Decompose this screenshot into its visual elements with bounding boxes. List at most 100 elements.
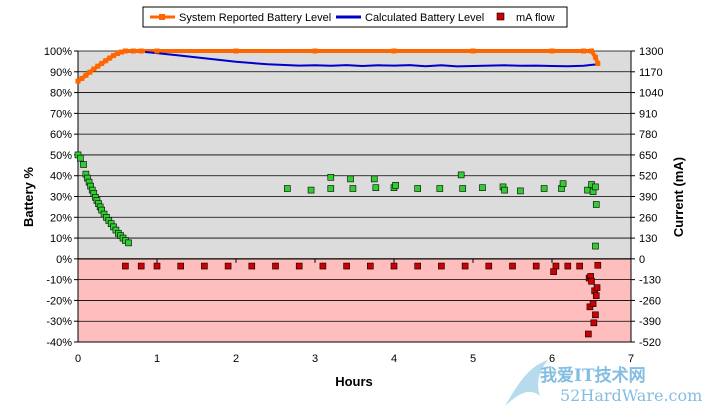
y2-tick-label: -390 — [639, 316, 661, 328]
y-tick-label: 0% — [56, 254, 72, 266]
series-point-flow — [366, 262, 374, 270]
series-point-flow — [370, 175, 378, 183]
series-point-reported — [549, 48, 555, 54]
series-point-flow — [590, 319, 598, 327]
y-tick-label: -40% — [46, 337, 72, 349]
series-point-flow — [585, 330, 592, 338]
series-point-flow — [438, 262, 445, 270]
x-tick-label: 3 — [312, 353, 318, 365]
x-tick-label: 2 — [233, 353, 239, 365]
y-tick-label: 70% — [50, 108, 72, 120]
legend-marker-flow — [496, 12, 505, 21]
y2-tick-label: 910 — [639, 108, 657, 120]
series-point-flow — [295, 262, 303, 270]
series-point-reported — [470, 48, 476, 54]
series-point-reported — [95, 63, 101, 69]
series-point-reported — [115, 50, 120, 56]
series-point-flow — [80, 161, 87, 168]
series-point-reported — [79, 75, 85, 81]
series-point-flow — [201, 262, 208, 270]
x-tick-label: 0 — [75, 353, 81, 365]
x-tick-label: 7 — [628, 353, 634, 365]
series-point-reported — [130, 48, 136, 54]
series-point-reported — [592, 54, 598, 60]
series-point-flow — [550, 268, 557, 275]
series-point-flow — [327, 174, 335, 181]
series-point-reported — [154, 48, 160, 54]
series-point-flow — [349, 185, 357, 192]
x-tick-label: 1 — [154, 353, 160, 365]
y-tick-label: -20% — [46, 295, 72, 307]
y2-tick-label: 0 — [639, 254, 645, 266]
y-tick-label: 60% — [50, 129, 72, 141]
x-tick-label: 6 — [549, 353, 555, 365]
series-point-reported — [122, 48, 128, 54]
series-point-flow — [390, 262, 398, 270]
series-line-calculated — [145, 51, 596, 68]
series-point-flow — [459, 185, 467, 192]
series-point-flow — [77, 154, 84, 162]
series-point-flow — [392, 182, 399, 189]
series-point-flow — [414, 262, 422, 270]
series-point-reported — [312, 48, 318, 54]
legend-marker-reported — [159, 14, 165, 20]
series-point-flow — [592, 183, 599, 191]
series — [74, 48, 602, 338]
y-tick-label: 10% — [50, 233, 72, 245]
x-axis-title: Hours — [335, 374, 373, 389]
y-tick-label: 90% — [50, 67, 72, 79]
series-point-flow — [272, 262, 279, 270]
series-point-reported — [118, 49, 124, 55]
y2-tick-label: 1300 — [639, 46, 663, 58]
series-point-flow — [307, 186, 315, 194]
series-point-flow — [248, 262, 256, 270]
series-point-flow — [593, 284, 601, 291]
watermark-wing-icon — [505, 360, 548, 406]
series-point-reported — [595, 60, 601, 66]
y-tick-label: 50% — [50, 150, 72, 162]
series-point-flow — [347, 175, 354, 183]
y2-tick-label: -520 — [639, 337, 661, 349]
y-tick-label: 40% — [50, 171, 72, 183]
legend-label-reported: System Reported Battery Level — [179, 12, 331, 24]
series-point-flow — [509, 262, 516, 270]
series-point-flow — [461, 262, 469, 270]
series-point-flow — [589, 300, 597, 307]
y2-tick-label: 1170 — [639, 67, 663, 79]
series-point-flow — [125, 239, 132, 247]
y2-tick-label: 780 — [639, 129, 657, 141]
x-tick-label: 4 — [391, 353, 397, 365]
legend-label-calculated: Calculated Battery Level — [365, 12, 484, 24]
y-tick-label: -10% — [46, 275, 72, 287]
series-point-flow — [485, 262, 493, 270]
y2-tick-label: 1040 — [639, 88, 663, 100]
series-point-reported — [107, 55, 113, 61]
series-point-flow — [564, 262, 572, 270]
series-point-flow — [479, 184, 486, 192]
series-point-flow — [592, 311, 599, 319]
series-point-flow — [284, 185, 291, 192]
series-point-reported — [75, 78, 81, 84]
series-point-flow — [137, 262, 145, 270]
series-point-flow — [594, 261, 602, 269]
series-point-reported — [91, 66, 97, 72]
legend-label-flow: mA flow — [516, 12, 555, 24]
series-point-flow — [414, 185, 422, 192]
y-tick-label: 100% — [44, 46, 72, 58]
y-tick-label: -30% — [46, 316, 72, 328]
series-point-reported — [391, 48, 397, 54]
y-tick-label: 30% — [50, 192, 72, 204]
series-point-reported — [589, 48, 594, 54]
series-point-flow — [457, 171, 465, 179]
series-point-flow — [319, 262, 327, 270]
series-point-reported — [87, 69, 93, 75]
y2-tick-label: 520 — [639, 171, 657, 183]
series-point-flow — [592, 292, 600, 299]
series-point-flow — [517, 187, 524, 195]
x-tick-label: 5 — [470, 353, 476, 365]
series-point-flow — [436, 185, 444, 192]
series-point-reported — [103, 58, 109, 64]
